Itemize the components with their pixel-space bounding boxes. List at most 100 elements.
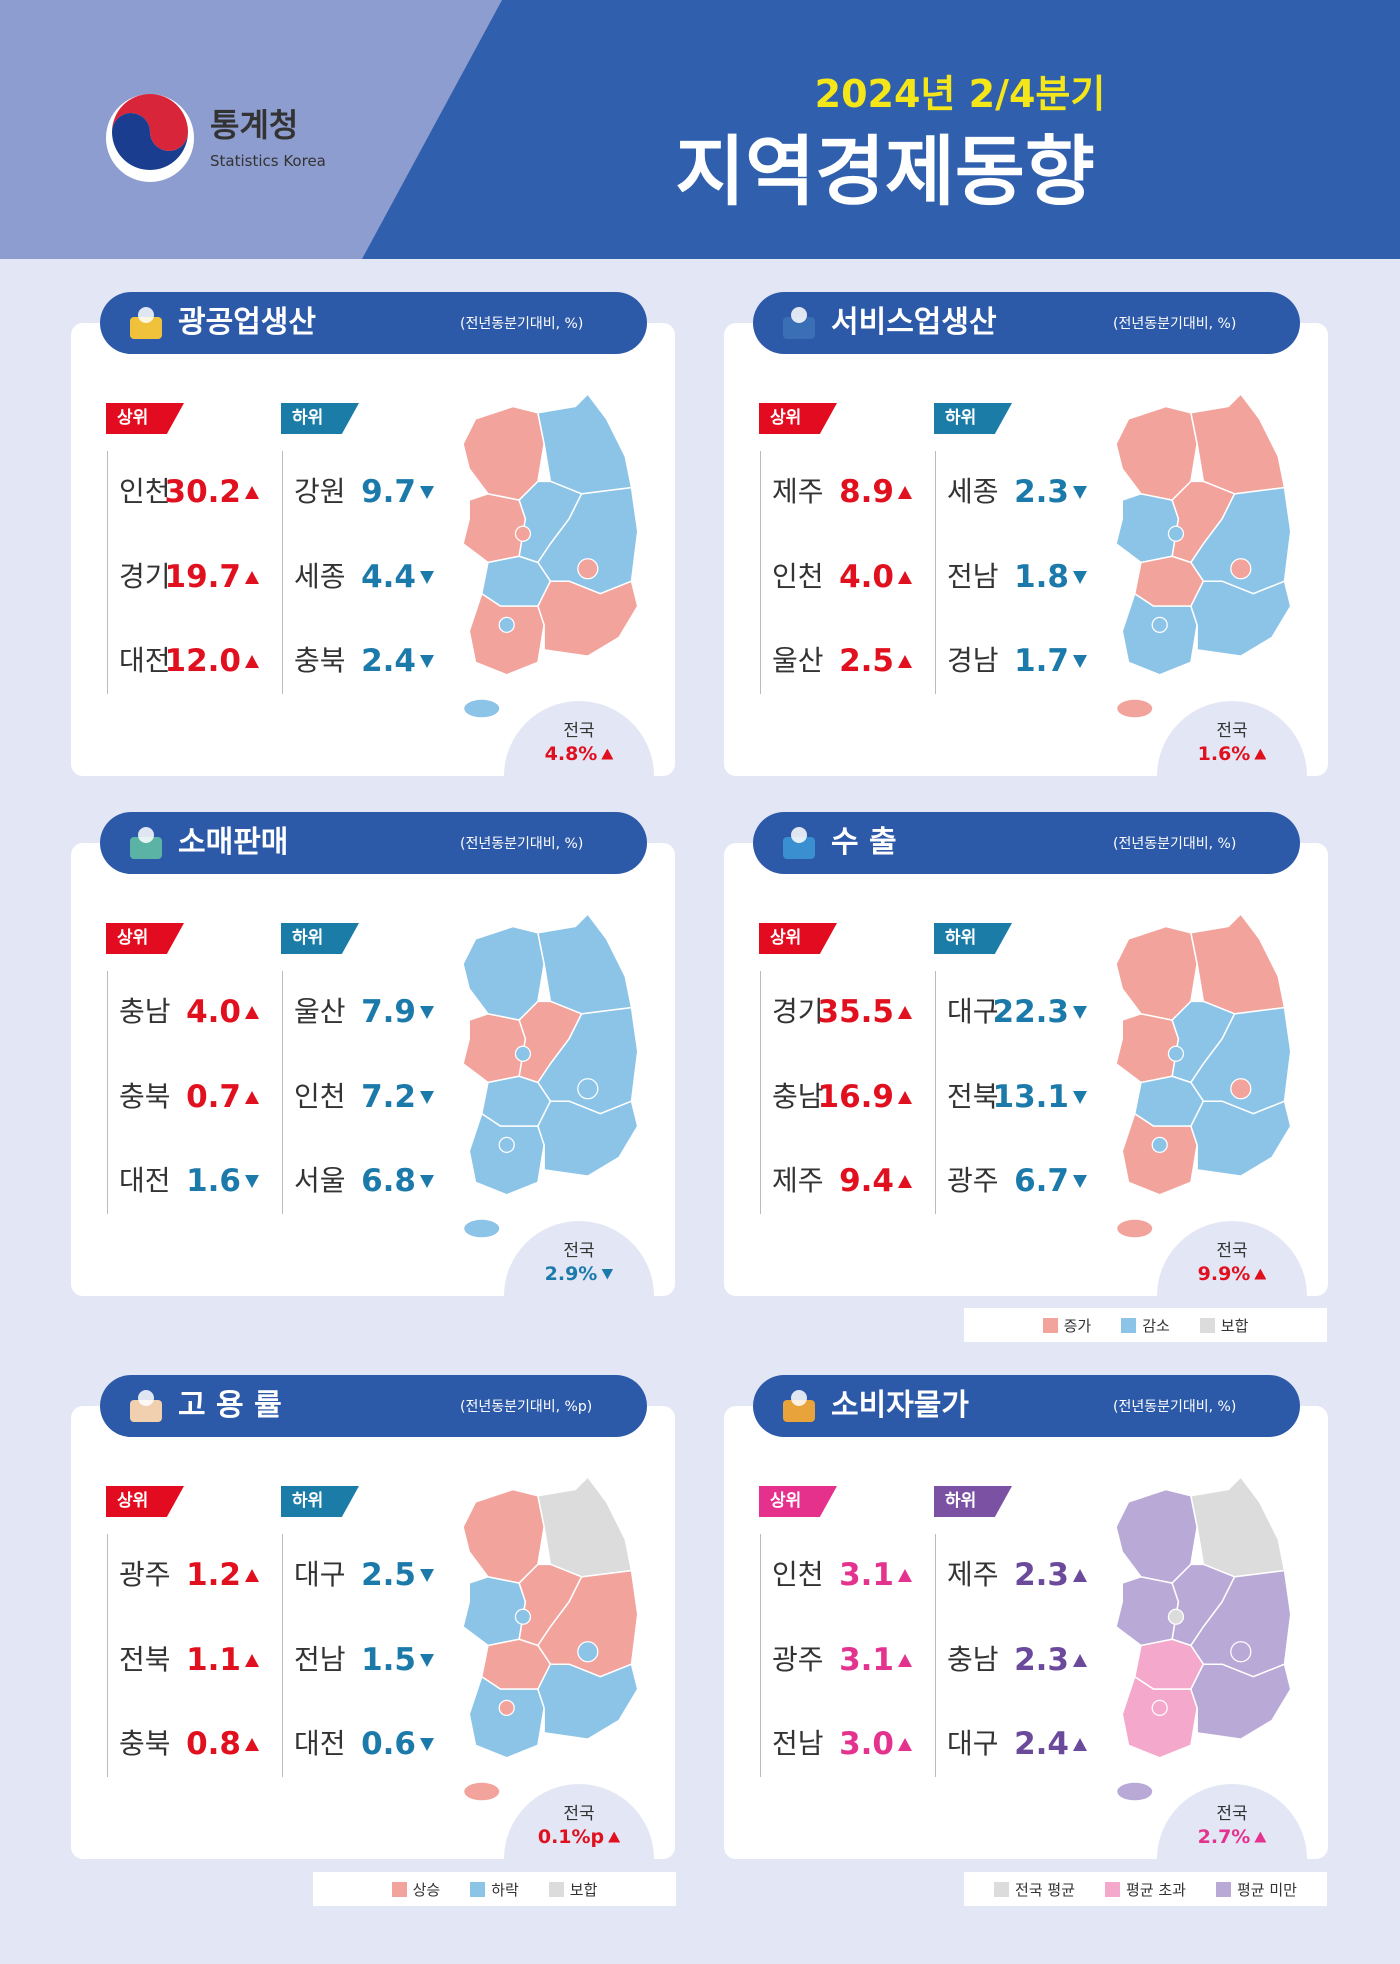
legend-item: 평균 초과 — [1105, 1879, 1186, 1900]
trend-arrow — [898, 486, 912, 499]
map-region — [464, 1782, 500, 1801]
region-name: 제주 — [772, 475, 824, 508]
region-value: 3.0 — [839, 1726, 894, 1762]
region-name: 인천 — [772, 1558, 824, 1591]
panel-header: 소매판매 (전년동분기대비, %) — [100, 812, 647, 874]
region-name: 충남 — [772, 1080, 824, 1113]
trend-arrow — [420, 655, 434, 668]
map-region — [1116, 1576, 1180, 1647]
panel-unit: (전년동분기대비, %) — [1113, 316, 1237, 332]
rank-tag: 상위 — [759, 1486, 837, 1517]
panel-unit: (전년동분기대비, %) — [1113, 1399, 1237, 1415]
panel-header: 서비스업생산 (전년동분기대비, %) — [753, 292, 1300, 354]
map-region — [537, 914, 633, 1015]
region-name: 대구 — [947, 1727, 999, 1760]
national-value: 1.6% — [1197, 743, 1251, 765]
legend-swatch — [1042, 1317, 1058, 1333]
region-value: 22.3 — [992, 994, 1070, 1030]
panel-title: 광공업생산 — [178, 305, 316, 340]
legend-item: 상승 — [391, 1879, 441, 1900]
trend-arrow — [420, 1569, 434, 1582]
trend-arrow — [420, 1738, 434, 1751]
divider — [760, 451, 761, 694]
icon — [783, 827, 815, 859]
region-map — [1116, 1477, 1292, 1801]
trend-arrow — [898, 1091, 912, 1104]
region-value: 9.7 — [361, 474, 416, 510]
map-region — [468, 1675, 545, 1759]
region-name: 경기 — [119, 560, 171, 593]
legend: 상승 하락 보합 — [313, 1872, 676, 1906]
region-value: 1.1 — [186, 1642, 241, 1678]
logo-red — [112, 94, 188, 151]
region-value: 4.4 — [361, 559, 416, 595]
map-region — [1117, 1782, 1153, 1801]
national-value: 0.1%p — [537, 1826, 605, 1848]
divider — [282, 971, 283, 1214]
divider — [935, 971, 936, 1214]
legend-item: 전국 평균 — [994, 1879, 1075, 1900]
map-region — [1116, 1013, 1180, 1084]
region-value: 0.8 — [186, 1726, 241, 1762]
rank-tag: 상위 — [106, 1486, 184, 1517]
map-region — [1116, 493, 1180, 564]
region-value: 13.1 — [992, 1079, 1070, 1115]
legend-label: 평균 미만 — [1236, 1880, 1297, 1899]
region-value: 2.5 — [839, 643, 894, 679]
panel-title: 수 출 — [831, 825, 897, 860]
legend-label: 상승 — [412, 1880, 441, 1899]
map-region — [514, 525, 532, 542]
panel-header: 소비자물가 (전년동분기대비, %) — [753, 1375, 1300, 1437]
trend-arrow — [245, 571, 259, 584]
legend-item: 감소 — [1121, 1315, 1170, 1336]
divider — [760, 971, 761, 1214]
region-name: 경기 — [772, 995, 824, 1028]
region-value: 7.9 — [361, 994, 416, 1030]
panel-unit: (전년동분기대비, %) — [460, 316, 584, 332]
map-region — [537, 1663, 639, 1740]
map-region — [1230, 1641, 1252, 1663]
divider — [760, 1534, 761, 1777]
map-region — [468, 592, 545, 676]
region-name: 대전 — [119, 1164, 171, 1197]
region-name: 인천 — [772, 560, 824, 593]
map-region — [537, 1100, 639, 1177]
region-value: 2.5 — [361, 1557, 416, 1593]
legend-label: 전국 평균 — [1015, 1880, 1076, 1899]
region-value: 8.9 — [839, 474, 894, 510]
panel-header: 광공업생산 (전년동분기대비, %) — [100, 292, 647, 354]
trend-arrow — [420, 1091, 434, 1104]
trend-arrow — [420, 486, 434, 499]
map-region — [1190, 1100, 1292, 1177]
icon-body — [130, 837, 162, 859]
trend-arrow — [420, 1175, 434, 1188]
rank-tag: 상위 — [106, 923, 184, 954]
panel: 광공업생산 (전년동분기대비, %) 상위 인천 30.2 경기 19.7 대전 12.0 하위 강… — [71, 292, 675, 776]
icon-top — [138, 1390, 154, 1406]
map-region — [463, 493, 527, 564]
region-value: 4.0 — [839, 559, 894, 595]
map-region — [1121, 592, 1198, 676]
trend-arrow — [420, 571, 434, 584]
legend-item: 증가 — [1042, 1315, 1091, 1336]
map-region — [498, 1136, 515, 1154]
logo-name: 통계청 — [210, 106, 298, 144]
legend-swatch — [1105, 1881, 1121, 1897]
map-region — [463, 925, 545, 1021]
rank-tag: 상위 — [106, 403, 184, 434]
trend-arrow — [898, 1006, 912, 1019]
national-value: 2.7% — [1197, 1826, 1251, 1848]
trend-arrow — [601, 1268, 614, 1280]
region-value: 1.7 — [1014, 643, 1069, 679]
icon-top — [791, 1390, 807, 1406]
legend-label: 감소 — [1142, 1316, 1170, 1335]
region-value: 12.0 — [164, 643, 242, 679]
region-value: 30.2 — [164, 474, 242, 510]
trend-arrow — [1254, 1268, 1267, 1280]
region-name: 대전 — [119, 644, 171, 677]
region-name: 충북 — [119, 1727, 171, 1760]
trend-arrow — [245, 1091, 259, 1104]
national-value: 4.8% — [544, 743, 598, 765]
legend: 전국 평균 평균 초과 평균 미만 — [964, 1872, 1327, 1906]
period: 2024년 2/4분기 — [815, 72, 1106, 116]
